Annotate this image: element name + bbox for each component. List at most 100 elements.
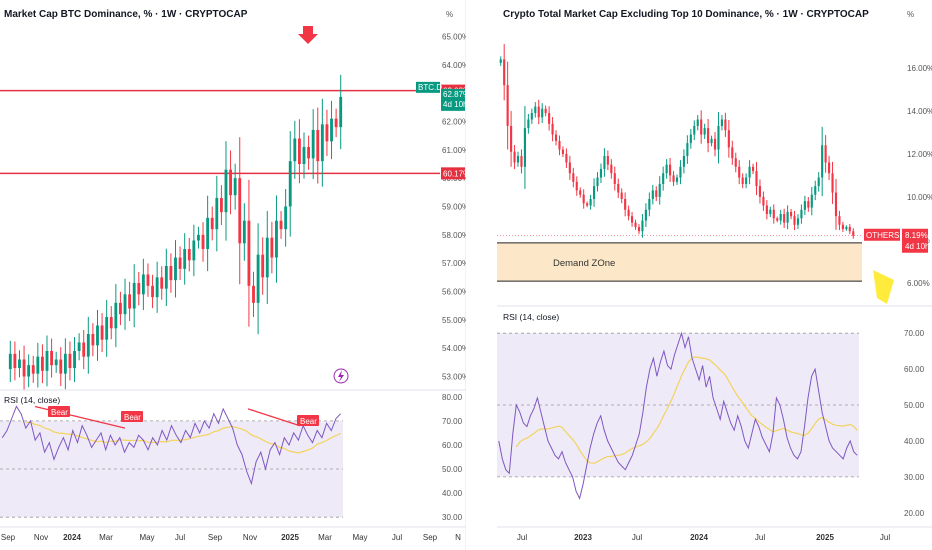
left-candle[interactable] [50, 351, 54, 366]
right-candle[interactable] [772, 209, 775, 219]
left-candle[interactable] [215, 198, 219, 230]
left-candle[interactable] [178, 257, 182, 269]
left-candle[interactable] [275, 220, 278, 258]
right-candle[interactable] [824, 145, 827, 163]
right-candle[interactable] [610, 164, 613, 174]
right-candle[interactable] [696, 119, 699, 126]
right-candle[interactable] [800, 209, 803, 219]
left-candle[interactable] [307, 147, 311, 159]
left-candle[interactable] [229, 169, 232, 196]
right-candle[interactable] [637, 226, 641, 232]
right-candle[interactable] [596, 177, 599, 187]
left-candle[interactable] [13, 353, 17, 368]
left-candle[interactable] [169, 266, 173, 281]
left-candle[interactable] [183, 249, 187, 269]
left-candle[interactable] [197, 234, 200, 241]
right-candle[interactable] [765, 205, 768, 215]
right-candle[interactable] [599, 168, 603, 178]
right-candle[interactable] [662, 173, 665, 184]
right-candle[interactable] [707, 128, 710, 144]
left-candle[interactable] [284, 206, 288, 230]
left-candle[interactable] [141, 274, 145, 295]
right-candle[interactable] [693, 125, 696, 135]
right-candle[interactable] [613, 173, 616, 184]
left-candle[interactable] [330, 118, 333, 142]
right-candle[interactable] [572, 173, 575, 182]
right-candle[interactable] [796, 218, 800, 225]
right-candle[interactable] [658, 183, 661, 197]
right-candle[interactable] [544, 108, 547, 114]
right-candle[interactable] [700, 119, 703, 135]
left-candle[interactable] [109, 317, 113, 329]
left-candle[interactable] [288, 161, 292, 207]
left-candle[interactable] [206, 217, 210, 249]
right-candle[interactable] [758, 186, 762, 197]
left-candle[interactable] [18, 359, 21, 369]
left-candle[interactable] [311, 130, 315, 159]
right-candle[interactable] [634, 222, 637, 227]
left-candle[interactable] [320, 124, 324, 162]
right-candle[interactable] [499, 59, 502, 63]
others-dominance-svg[interactable]: Crypto Total Market Cap Excluding Top 10… [497, 0, 932, 550]
right-candle[interactable] [789, 211, 793, 217]
right-candle[interactable] [541, 108, 544, 118]
right-candle[interactable] [617, 183, 620, 193]
right-candle[interactable] [648, 199, 651, 210]
left-candle[interactable] [96, 325, 99, 346]
right-candle[interactable] [745, 177, 748, 184]
left-candle[interactable] [100, 325, 104, 340]
left-candle[interactable] [316, 130, 320, 162]
right-candle[interactable] [689, 134, 692, 144]
right-candle[interactable] [672, 175, 675, 182]
left-candle[interactable] [155, 277, 159, 298]
right-candle[interactable] [724, 119, 727, 131]
left-candle[interactable] [160, 277, 164, 289]
right-candle[interactable] [727, 130, 730, 148]
right-candle[interactable] [665, 164, 668, 174]
left-candle[interactable] [54, 359, 58, 366]
left-candle[interactable] [128, 294, 132, 309]
right-candle[interactable] [620, 192, 623, 200]
right-candle[interactable] [503, 59, 506, 86]
right-candle[interactable] [776, 218, 779, 221]
left-candle[interactable] [164, 266, 168, 289]
right-candle[interactable] [762, 196, 765, 206]
btc-dominance-svg[interactable]: Market Cap BTC Dominance, % · 1W · CRYPT… [0, 0, 466, 550]
left-candle[interactable] [187, 249, 191, 261]
right-candle[interactable] [624, 199, 627, 210]
right-candle[interactable] [731, 147, 734, 159]
right-candle[interactable] [534, 106, 537, 114]
right-candle[interactable] [703, 128, 706, 135]
right-candle[interactable] [807, 201, 810, 208]
right-candle[interactable] [641, 220, 644, 232]
left-candle[interactable] [219, 198, 223, 213]
left-candle[interactable] [210, 217, 214, 230]
left-candle[interactable] [8, 353, 12, 370]
left-candle[interactable] [63, 353, 67, 374]
right-candle[interactable] [786, 211, 789, 223]
left-candle[interactable] [201, 234, 205, 249]
left-candle[interactable] [86, 334, 90, 357]
right-candle[interactable] [834, 192, 838, 217]
right-candle[interactable] [651, 190, 654, 200]
left-candle[interactable] [68, 353, 72, 368]
right-candle[interactable] [551, 123, 554, 135]
right-candle[interactable] [828, 162, 831, 174]
right-candle[interactable] [793, 216, 796, 225]
left-candle[interactable] [91, 334, 95, 346]
right-candle[interactable] [603, 156, 606, 169]
left-candle[interactable] [137, 283, 141, 295]
right-candle[interactable] [751, 166, 755, 172]
lightning-icon-ring[interactable] [333, 368, 349, 384]
right-candle[interactable] [589, 199, 592, 206]
right-candle[interactable] [530, 113, 533, 120]
left-candle[interactable] [293, 138, 297, 162]
right-candle[interactable] [655, 190, 658, 197]
left-rsi-line[interactable] [1, 405, 342, 486]
right-candle[interactable] [717, 125, 720, 150]
left-candle[interactable] [252, 285, 255, 303]
left-candle[interactable] [27, 365, 31, 377]
right-candle[interactable] [783, 214, 786, 223]
left-candle[interactable] [123, 294, 127, 315]
demand-zone[interactable] [497, 242, 862, 282]
